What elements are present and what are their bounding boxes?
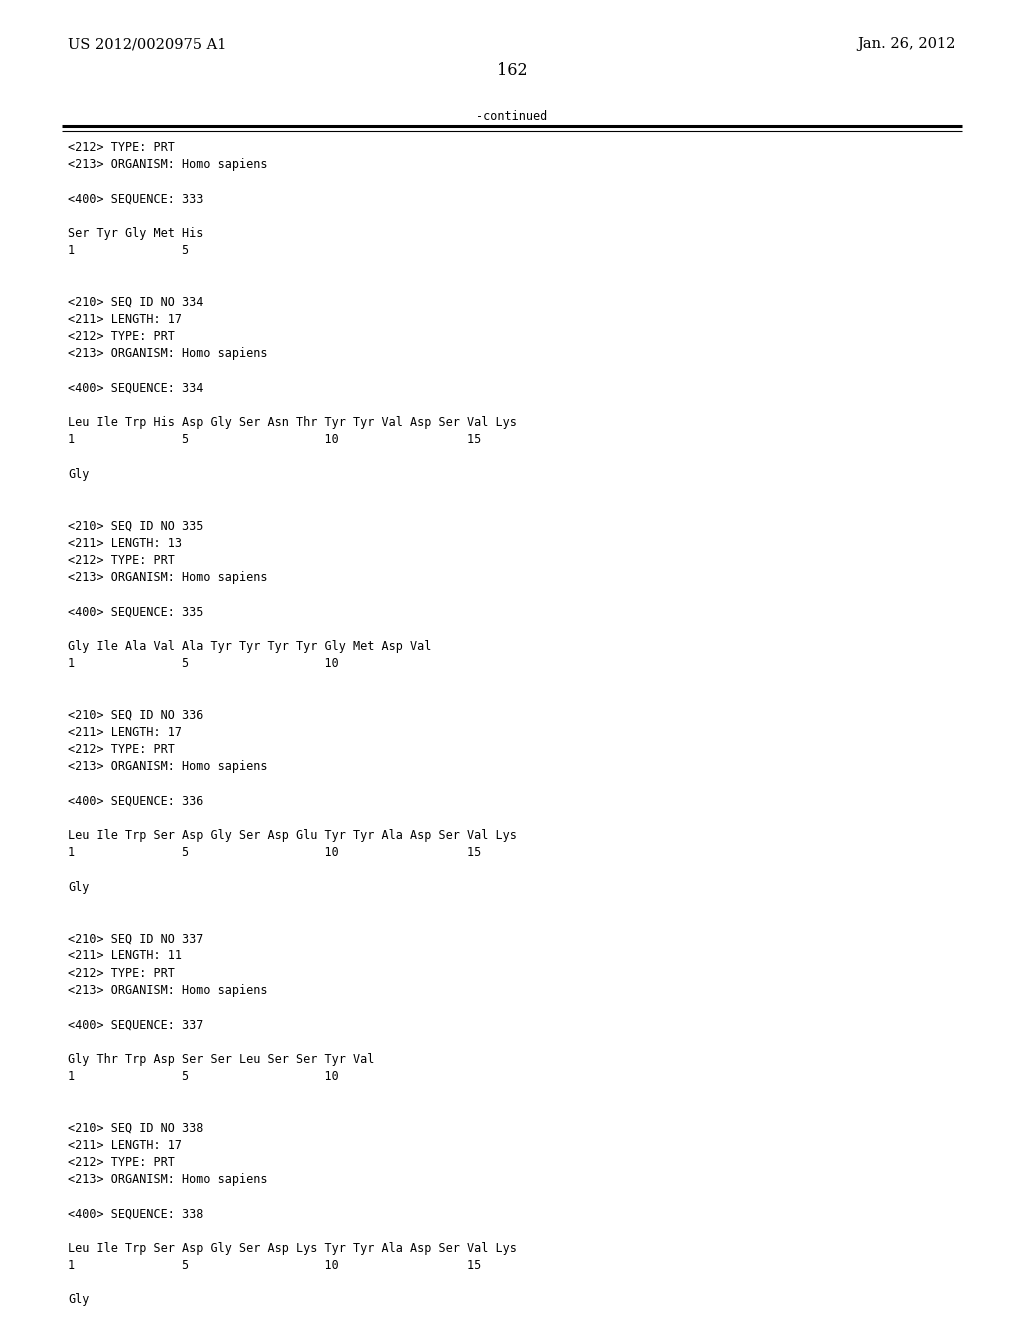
Text: <400> SEQUENCE: 333: <400> SEQUENCE: 333 (68, 193, 204, 206)
Text: <212> TYPE: PRT: <212> TYPE: PRT (68, 141, 175, 154)
Text: Leu Ile Trp Ser Asp Gly Ser Asp Lys Tyr Tyr Ala Asp Ser Val Lys: Leu Ile Trp Ser Asp Gly Ser Asp Lys Tyr … (68, 1242, 517, 1255)
Text: Gly Ile Ala Val Ala Tyr Tyr Tyr Tyr Gly Met Asp Val: Gly Ile Ala Val Ala Tyr Tyr Tyr Tyr Gly … (68, 640, 431, 653)
Text: <400> SEQUENCE: 335: <400> SEQUENCE: 335 (68, 606, 204, 618)
Text: 1               5: 1 5 (68, 244, 189, 257)
Text: <212> TYPE: PRT: <212> TYPE: PRT (68, 554, 175, 566)
Text: <210> SEQ ID NO 338: <210> SEQ ID NO 338 (68, 1122, 204, 1134)
Text: <400> SEQUENCE: 338: <400> SEQUENCE: 338 (68, 1208, 204, 1221)
Text: <213> ORGANISM: Homo sapiens: <213> ORGANISM: Homo sapiens (68, 760, 267, 774)
Text: <212> TYPE: PRT: <212> TYPE: PRT (68, 743, 175, 756)
Text: <213> ORGANISM: Homo sapiens: <213> ORGANISM: Homo sapiens (68, 572, 267, 583)
Text: <212> TYPE: PRT: <212> TYPE: PRT (68, 330, 175, 343)
Text: Gly: Gly (68, 880, 89, 894)
Text: -continued: -continued (476, 110, 548, 123)
Text: <211> LENGTH: 13: <211> LENGTH: 13 (68, 537, 182, 549)
Text: 162: 162 (497, 62, 527, 79)
Text: <400> SEQUENCE: 334: <400> SEQUENCE: 334 (68, 381, 204, 395)
Text: 1               5                   10: 1 5 10 (68, 657, 339, 671)
Text: <213> ORGANISM: Homo sapiens: <213> ORGANISM: Homo sapiens (68, 347, 267, 360)
Text: <212> TYPE: PRT: <212> TYPE: PRT (68, 1156, 175, 1168)
Text: Jan. 26, 2012: Jan. 26, 2012 (858, 37, 956, 51)
Text: US 2012/0020975 A1: US 2012/0020975 A1 (68, 37, 226, 51)
Text: <400> SEQUENCE: 337: <400> SEQUENCE: 337 (68, 1018, 204, 1031)
Text: <210> SEQ ID NO 337: <210> SEQ ID NO 337 (68, 932, 204, 945)
Text: <211> LENGTH: 11: <211> LENGTH: 11 (68, 949, 182, 962)
Text: 1               5                   10                  15: 1 5 10 15 (68, 1259, 481, 1272)
Text: <210> SEQ ID NO 335: <210> SEQ ID NO 335 (68, 519, 204, 532)
Text: 1               5                   10: 1 5 10 (68, 1069, 339, 1082)
Text: <213> ORGANISM: Homo sapiens: <213> ORGANISM: Homo sapiens (68, 1173, 267, 1185)
Text: Gly Thr Trp Asp Ser Ser Leu Ser Ser Tyr Val: Gly Thr Trp Asp Ser Ser Leu Ser Ser Tyr … (68, 1052, 375, 1065)
Text: Gly: Gly (68, 1294, 89, 1307)
Text: <210> SEQ ID NO 336: <210> SEQ ID NO 336 (68, 709, 204, 722)
Text: <211> LENGTH: 17: <211> LENGTH: 17 (68, 726, 182, 739)
Text: <210> SEQ ID NO 334: <210> SEQ ID NO 334 (68, 296, 204, 309)
Text: <213> ORGANISM: Homo sapiens: <213> ORGANISM: Homo sapiens (68, 158, 267, 172)
Text: <212> TYPE: PRT: <212> TYPE: PRT (68, 966, 175, 979)
Text: <211> LENGTH: 17: <211> LENGTH: 17 (68, 313, 182, 326)
Text: <211> LENGTH: 17: <211> LENGTH: 17 (68, 1139, 182, 1151)
Text: Leu Ile Trp Ser Asp Gly Ser Asp Glu Tyr Tyr Ala Asp Ser Val Lys: Leu Ile Trp Ser Asp Gly Ser Asp Glu Tyr … (68, 829, 517, 842)
Text: Gly: Gly (68, 467, 89, 480)
Text: <213> ORGANISM: Homo sapiens: <213> ORGANISM: Homo sapiens (68, 983, 267, 997)
Text: Ser Tyr Gly Met His: Ser Tyr Gly Met His (68, 227, 204, 240)
Text: 1               5                   10                  15: 1 5 10 15 (68, 846, 481, 859)
Text: <400> SEQUENCE: 336: <400> SEQUENCE: 336 (68, 795, 204, 808)
Text: Leu Ile Trp His Asp Gly Ser Asn Thr Tyr Tyr Val Asp Ser Val Lys: Leu Ile Trp His Asp Gly Ser Asn Thr Tyr … (68, 416, 517, 429)
Text: 1               5                   10                  15: 1 5 10 15 (68, 433, 481, 446)
